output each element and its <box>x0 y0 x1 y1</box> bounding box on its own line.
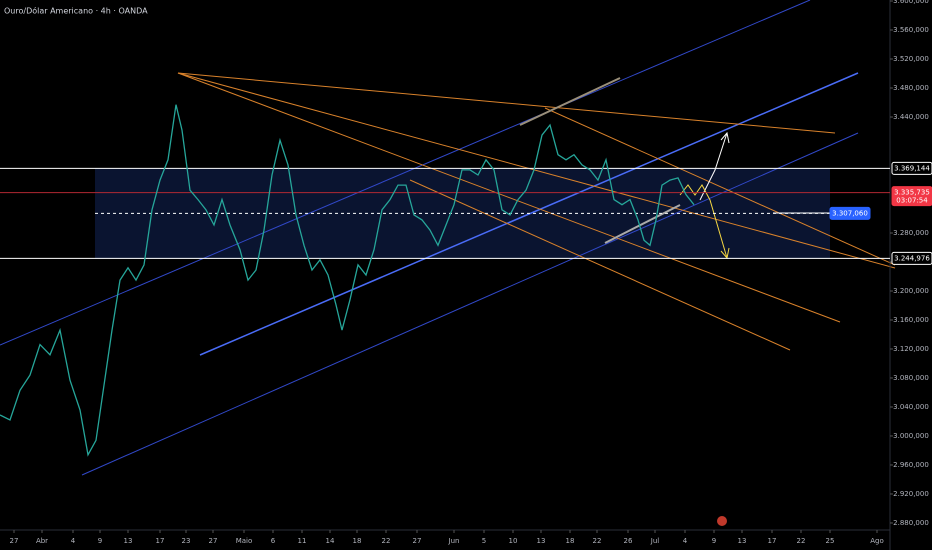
channel-line <box>0 0 811 346</box>
x-tick-label: 17 <box>156 537 165 545</box>
x-tick-label: 11 <box>298 537 307 545</box>
arrow <box>679 184 728 259</box>
y-tick-label: 3.520,000 <box>893 55 929 63</box>
y-tick-label: 3.080,000 <box>893 374 929 382</box>
x-tick-label: 25 <box>826 537 835 545</box>
y-tick-label: 2.920,000 <box>893 490 929 498</box>
y-tick-label: 3.000,000 <box>893 432 929 440</box>
x-tick-label: Jun <box>448 537 460 545</box>
price-line-series <box>0 104 695 457</box>
y-tick-label: 3.200,000 <box>893 287 929 295</box>
price-label: 3.244,976 <box>894 254 930 262</box>
x-tick-label: Ago <box>870 537 884 545</box>
x-tick-label: 22 <box>593 537 602 545</box>
x-tick-label: 13 <box>537 537 546 545</box>
y-tick-label: 3.120,000 <box>893 345 929 353</box>
arrow-head <box>720 131 730 144</box>
y-tick-label: 3.440,000 <box>893 113 929 121</box>
x-tick-label: 27 <box>10 537 19 545</box>
x-tick-label: 18 <box>566 537 575 545</box>
price-label: 3.335,735 <box>894 189 930 197</box>
x-tick-label: Abr <box>36 537 48 545</box>
x-tick-label: 27 <box>209 537 218 545</box>
y-tick-label: 3.480,000 <box>893 84 929 92</box>
y-tick-label: 3.280,000 <box>893 229 929 237</box>
x-tick-label: 4 <box>71 537 76 545</box>
price-label-box <box>829 206 871 220</box>
countdown: 03:07:54 <box>896 197 928 205</box>
y-tick-label: 2.880,000 <box>893 519 929 527</box>
x-tick-label: 13 <box>124 537 133 545</box>
x-tick-label: Maio <box>236 537 253 545</box>
trend-line <box>604 204 681 244</box>
trend-line <box>409 179 791 351</box>
price-label-box <box>891 251 932 265</box>
trend-line <box>177 72 836 134</box>
y-tick-label: 3.160,000 <box>893 316 929 324</box>
x-tick-label: 4 <box>683 537 688 545</box>
x-tick-label: 5 <box>482 537 486 545</box>
trend-line <box>544 107 896 266</box>
x-tick-label: 22 <box>797 537 806 545</box>
y-tick-label: 3.560,000 <box>893 26 929 34</box>
trend-line <box>177 72 841 323</box>
x-tick-label: 9 <box>98 537 102 545</box>
x-tick-label: 17 <box>768 537 777 545</box>
x-tick-label: 10 <box>509 537 518 545</box>
trend-line <box>177 72 896 269</box>
x-tick-label: 14 <box>326 537 335 545</box>
y-tick-label: 2.960,000 <box>893 461 929 469</box>
trend-line <box>519 77 621 126</box>
drawings <box>0 0 896 476</box>
price-label: 3.307,060 <box>832 209 868 217</box>
y-tick-label: 3.040,000 <box>893 403 929 411</box>
y-tick-label: 3.600,000 <box>893 0 929 5</box>
x-tick-label: 13 <box>738 537 747 545</box>
price-label-box <box>891 161 932 175</box>
x-tick-label: 18 <box>353 537 362 545</box>
chart-title: Ouro/Dólar Americano · 4h · OANDA <box>4 6 148 16</box>
channel-line <box>199 72 859 356</box>
x-tick-label: 27 <box>413 537 422 545</box>
x-tick-label: 26 <box>624 537 633 545</box>
x-tick-label: 6 <box>271 537 276 545</box>
event-icon <box>717 516 727 526</box>
x-tick-label: 9 <box>712 537 716 545</box>
price-label-box <box>891 186 932 207</box>
price-label: 3.369,144 <box>894 164 930 172</box>
x-tick-label: 23 <box>182 537 191 545</box>
x-tick-label: 22 <box>382 537 391 545</box>
x-tick-label: Jul <box>650 537 660 545</box>
